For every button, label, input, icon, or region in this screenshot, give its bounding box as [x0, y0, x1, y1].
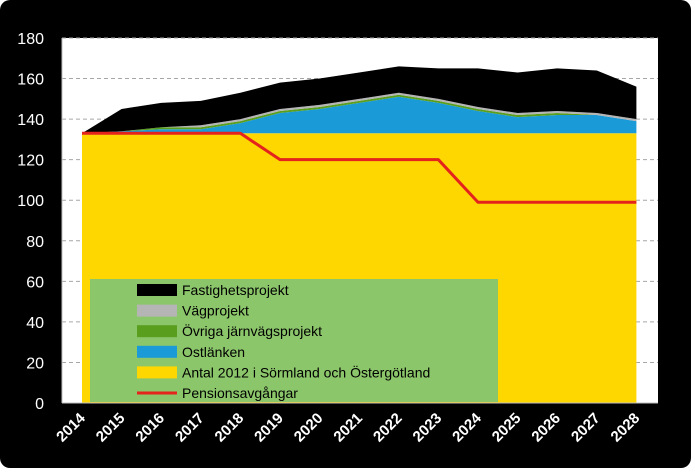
x-tick-label: 2023	[410, 410, 446, 446]
area-series-4	[82, 92, 637, 134]
legend-swatch	[137, 325, 177, 338]
y-tick-label: 80	[26, 234, 44, 251]
x-tick-label: 2017	[172, 410, 208, 446]
legend-label: Fastighetsprojekt	[182, 282, 289, 298]
line-series	[82, 131, 637, 204]
x-tick-label: 2020	[291, 410, 327, 446]
x-tick-label: 2022	[370, 410, 406, 446]
legend-swatch	[137, 345, 177, 358]
y-tick-label: 0	[35, 396, 44, 413]
legend-swatch	[137, 366, 177, 379]
y-tick-label: 180	[17, 31, 44, 48]
legend: Fastighetsprojekt Vägprojekt Övriga järnvä…	[90, 279, 498, 402]
x-tick-label: 2015	[93, 410, 129, 446]
x-tick-label: 2026	[528, 410, 564, 446]
x-tick-label: 2018	[212, 410, 248, 446]
y-tick-label: 120	[17, 153, 44, 170]
legend-label: Vägprojekt	[182, 303, 249, 319]
x-tick-label: 2025	[489, 410, 525, 446]
area-series-2	[82, 96, 637, 134]
x-tick-label: 2014	[53, 409, 89, 445]
legend-background	[90, 279, 498, 402]
area-series-5	[82, 66, 637, 134]
legend-swatch	[137, 284, 177, 296]
x-tick-label: 2016	[132, 410, 168, 446]
legend-label: Övriga järnvägsprojekt	[182, 322, 322, 339]
y-tick-label: 140	[17, 112, 44, 129]
x-tick-label: 2021	[330, 410, 366, 446]
legend-swatch	[137, 304, 177, 317]
legend-label: Pensionsavgångar	[182, 385, 298, 401]
y-tick-label: 40	[26, 315, 44, 332]
legend-label: Ostlänken	[182, 344, 245, 360]
x-tick-label: 2019	[251, 410, 287, 446]
y-tick-label: 160	[17, 72, 44, 89]
y-tick-label: 100	[17, 193, 44, 210]
x-tick-label: 2027	[568, 410, 604, 446]
y-tick-label: 20	[26, 355, 44, 372]
area-series-3	[82, 94, 637, 134]
x-tick-label: 2024	[449, 409, 485, 445]
line-series-1	[82, 131, 637, 204]
legend-label: Antal 2012 i Sörmland och Östergötland	[182, 363, 430, 380]
x-tick-label: 2028	[608, 410, 644, 446]
y-tick-label: 60	[26, 274, 44, 291]
